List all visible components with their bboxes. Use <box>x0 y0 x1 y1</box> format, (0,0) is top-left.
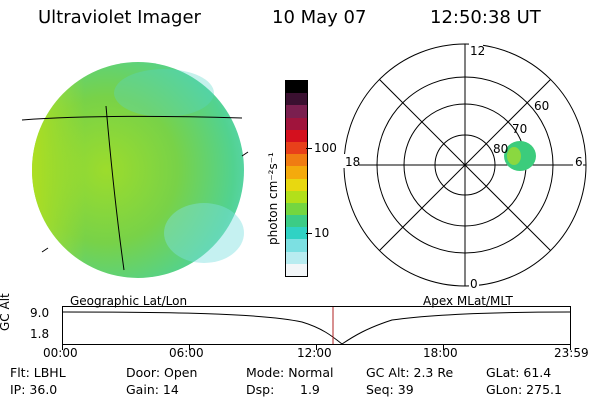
colorbar-tick-100 <box>306 148 312 149</box>
grid-tick-left <box>41 247 49 253</box>
dsp-label: Dsp: <box>246 382 275 397</box>
mlt-label-bg-bottom <box>469 276 479 289</box>
color-scale-bar <box>285 80 308 277</box>
door-label: Door: Open <box>126 365 198 380</box>
colorbar-segment <box>286 239 307 252</box>
timeline-frame <box>62 306 571 345</box>
ip-label: IP: 36.0 <box>10 382 58 397</box>
mlt-label-noon: 12 <box>470 44 485 58</box>
mode-label: Mode: Normal <box>246 365 334 380</box>
mlt-label-bg-left <box>343 154 359 168</box>
colorbar-segment <box>286 227 307 240</box>
dsp-value: 1.9 <box>300 382 320 397</box>
colorbar-segment <box>286 141 307 155</box>
timeline-ytick-top: 9.0 <box>30 306 50 320</box>
timeline-ylabel: GC Alt <box>0 293 12 331</box>
disk-cyan-patch-top <box>114 69 214 117</box>
colorbar-tick-label-100: 100 <box>314 141 337 155</box>
polar-diagonal-2 <box>379 79 551 251</box>
colorbar-segment <box>286 263 307 276</box>
colorbar-tick-label-10: 10 <box>314 226 330 240</box>
timeline-right-title: Apex MLat/MLT <box>423 294 513 308</box>
altitude-curve <box>62 311 571 345</box>
longitude-line <box>105 105 125 271</box>
colorbar-segment <box>286 81 307 94</box>
lat-label-80: 80 <box>493 142 508 156</box>
colorbar-segment <box>286 166 307 179</box>
grid-tick-right <box>241 151 249 157</box>
orbit-altitude-timeline <box>62 306 571 350</box>
date-label: 10 May 07 <box>272 7 367 28</box>
colorbar-segment <box>286 190 307 203</box>
disk-dayside-glow <box>32 62 244 278</box>
time-label: 12:50:38 UT <box>430 7 541 28</box>
lat-label-60: 60 <box>534 99 549 113</box>
uv-image-disk <box>21 62 249 278</box>
mlt-label-dusk: 18 <box>345 155 360 169</box>
mlt-label-dawn: 6 <box>575 155 583 169</box>
colorbar-tick-10 <box>306 233 312 234</box>
timeline-left-title: Geographic Lat/Lon <box>70 294 188 308</box>
latitude-line <box>21 115 243 121</box>
colorbar-segment <box>286 105 307 118</box>
seq-label: Seq: 39 <box>366 382 414 397</box>
gain-label: Gain: 14 <box>126 382 179 397</box>
timeline-xtick-label-24: 23:59 <box>554 346 589 360</box>
gc-alt-label: GC Alt: 2.3 Re <box>366 365 454 380</box>
colorbar-segment <box>286 117 307 130</box>
colorbar-segment <box>286 202 307 216</box>
colorbar-segment <box>286 215 307 228</box>
glon-label: GLon: 275.1 <box>486 382 562 397</box>
mlt-label-bg-top <box>469 42 483 56</box>
colorbar-segment <box>286 154 307 167</box>
timeline-xtick-label-0: 00:00 <box>43 346 78 360</box>
colorbar-segment <box>286 178 307 191</box>
glat-label: GLat: 61.4 <box>486 365 552 380</box>
colorbar-segment <box>286 251 307 264</box>
timeline-xtick-label-12: 12:00 <box>297 346 332 360</box>
lat-label-70: 70 <box>512 122 527 136</box>
colorbar-unit-label: photon cm⁻²s⁻¹ <box>266 152 280 245</box>
instrument-title: Ultraviolet Imager <box>38 7 201 28</box>
timeline-xtick-label-6: 06:00 <box>169 346 204 360</box>
timeline-ytick-bottom: 1.8 <box>30 327 50 341</box>
timeline-xtick-label-18: 18:00 <box>423 346 458 360</box>
mlt-label-midnight: 0 <box>470 277 478 291</box>
mlt-label-bg-right <box>573 154 583 168</box>
filter-label: Flt: LBHL <box>10 365 66 380</box>
auroral-spot-core <box>507 147 521 165</box>
polar-mlat-mlt-plot: 12 18 6 0 60 70 80 <box>343 42 587 291</box>
colorbar-segment <box>286 129 307 142</box>
colorbar-segment <box>286 93 307 106</box>
disk-cyan-patch <box>164 203 244 263</box>
